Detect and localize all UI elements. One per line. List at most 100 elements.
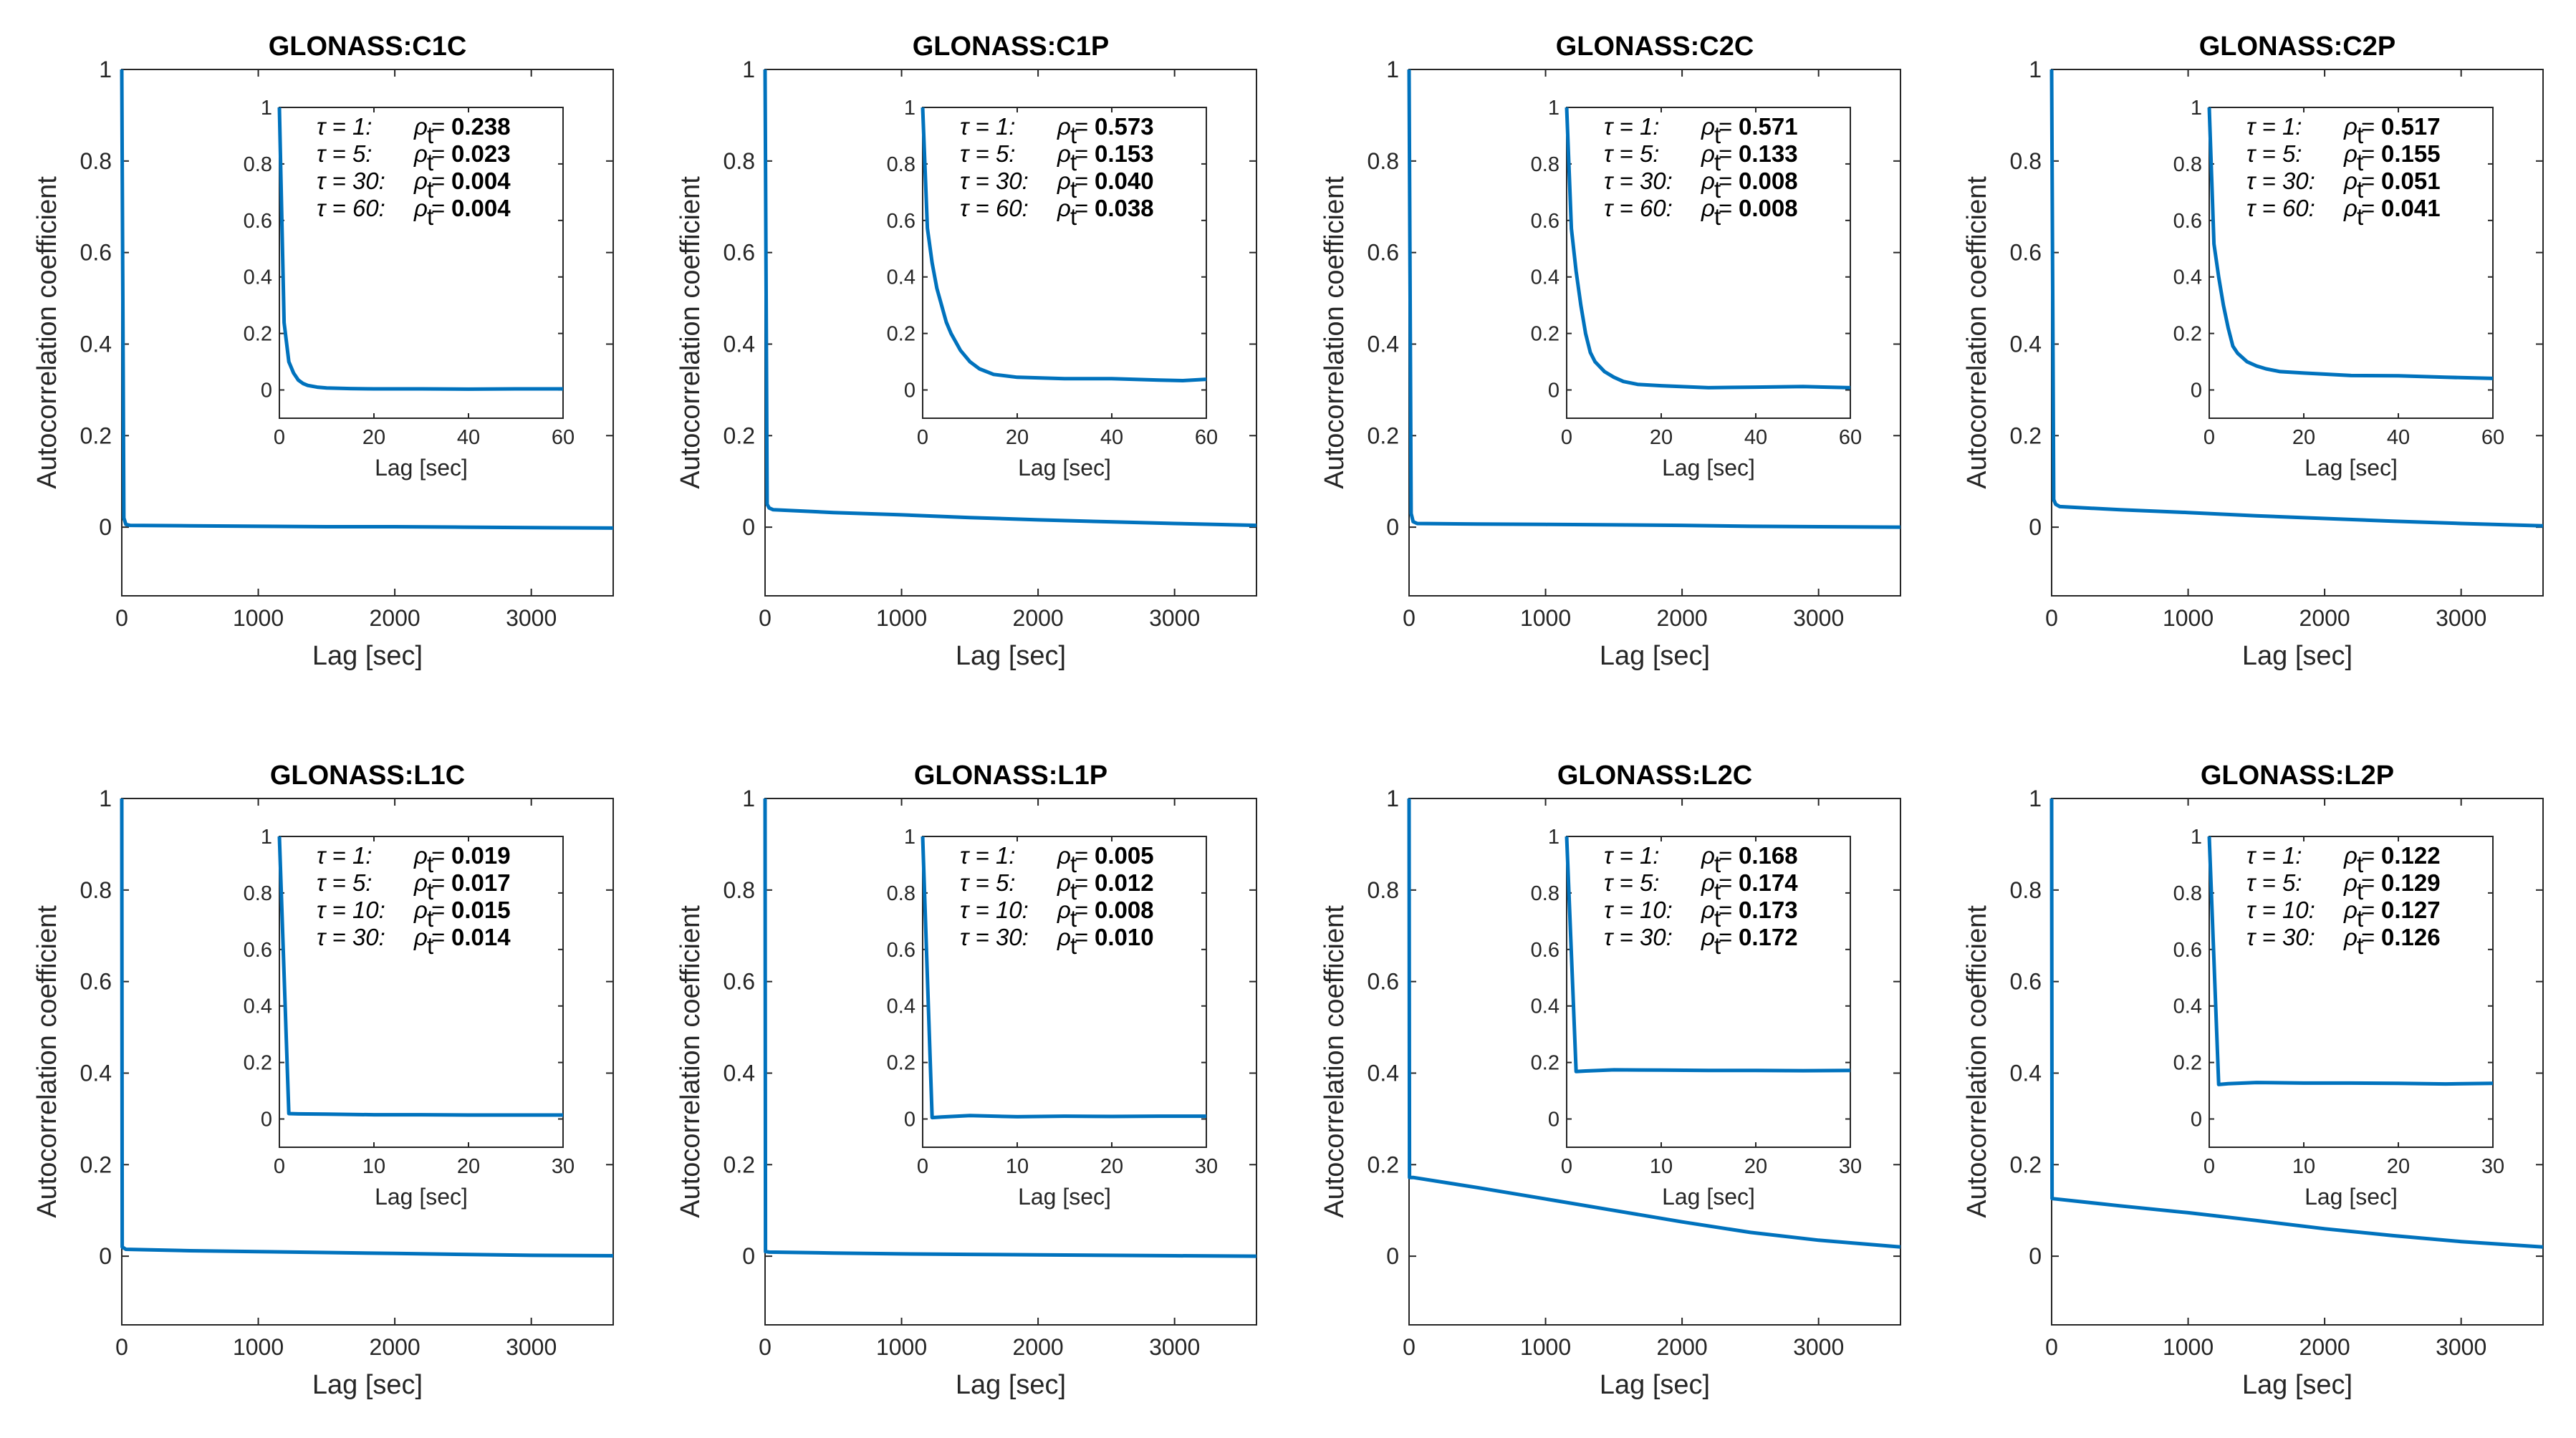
inset-y-tick-label: 0 xyxy=(1548,380,1559,402)
annotation-rho: ρ xyxy=(2343,842,2358,869)
annotation-value: 0.008 xyxy=(1095,897,1154,923)
annotation-rho: ρ xyxy=(1701,897,1715,923)
inset-y-tick-label: 0.8 xyxy=(1531,882,1559,905)
y-tick-label: 0.4 xyxy=(80,1060,112,1086)
annotation-tau: τ = 10: xyxy=(1604,897,1673,923)
annotation-tau: τ = 30: xyxy=(1604,924,1673,950)
x-axis-label: Lag [sec] xyxy=(956,641,1066,671)
annotation-rho: ρ xyxy=(1701,869,1715,896)
y-tick-label: 0.6 xyxy=(724,969,755,995)
y-tick-label: 0.6 xyxy=(80,240,112,266)
annotation-equals: = xyxy=(2361,113,2375,140)
annotation-equals: = xyxy=(1719,924,1732,950)
series-line-0 xyxy=(1407,69,1901,529)
inset-x-axis-label: Lag [sec] xyxy=(1662,455,1755,481)
inset-x-tick-label: 0 xyxy=(274,426,285,449)
inset-y-tick-label: 0.6 xyxy=(244,210,272,233)
annotation-value: 0.155 xyxy=(2381,140,2441,167)
annotation-equals: = xyxy=(431,869,445,896)
inset-y-tick-label: 0 xyxy=(2191,380,2202,402)
inset-y-tick-label: 0.4 xyxy=(1531,995,1559,1018)
annotation-equals: = xyxy=(431,140,445,167)
annotation-rho: ρ xyxy=(1057,195,1071,221)
x-axis-label: Lag [sec] xyxy=(2242,641,2352,671)
y-tick-label: 0.2 xyxy=(724,423,755,448)
inset-y-tick-label: 0 xyxy=(1548,1109,1559,1131)
annotation-tau: τ = 1: xyxy=(2246,113,2302,140)
x-tick-label: 1000 xyxy=(233,1334,284,1360)
annotation-tau: τ = 1: xyxy=(317,842,372,869)
annotation-equals: = xyxy=(431,924,445,950)
inset-y-tick-label: 0.6 xyxy=(887,939,915,962)
inset-y-tick-label: 1 xyxy=(2191,97,2202,120)
y-tick-label: 0.8 xyxy=(80,877,112,903)
annotation-value: 0.122 xyxy=(2381,842,2441,869)
y-tick-label: 0.2 xyxy=(2010,423,2042,448)
annotation-value: 0.517 xyxy=(2381,113,2441,140)
inset-y-tick-label: 1 xyxy=(2191,826,2202,849)
y-tick-label: 0.4 xyxy=(724,1060,755,1086)
inset-x-axis-label: Lag [sec] xyxy=(2305,1184,2398,1210)
annotation-tau: τ = 60: xyxy=(2246,195,2315,221)
inset-y-tick-label: 0.4 xyxy=(887,266,915,289)
inset-x-tick-label: 30 xyxy=(1195,1155,1218,1178)
annotation-tau: τ = 5: xyxy=(1604,869,1659,896)
annotation-tau: τ = 1: xyxy=(1604,842,1659,869)
annotation-tau: τ = 1: xyxy=(960,113,1015,140)
annotation-equals: = xyxy=(1719,140,1732,167)
annotation-value: 0.571 xyxy=(1739,113,1798,140)
plot-title: GLONASS:L1C xyxy=(270,761,465,791)
x-axis-label: Lag [sec] xyxy=(956,1370,1066,1400)
inset-y-tick-label: 0 xyxy=(2191,1109,2202,1131)
series-line-0 xyxy=(2049,798,2544,1249)
annotation-value: 0.126 xyxy=(2381,924,2441,950)
x-tick-label: 3000 xyxy=(1149,605,1200,631)
inset-y-tick-label: 0.8 xyxy=(2173,882,2202,905)
x-tick-label: 1000 xyxy=(2163,605,2214,631)
annotation-equals: = xyxy=(1075,842,1088,869)
inset-series-line xyxy=(921,107,1207,382)
annotation-rho: ρ xyxy=(1701,842,1715,869)
annotation-rho-subscript: t xyxy=(1070,905,1077,932)
annotation-rho-subscript: t xyxy=(427,932,433,959)
inset-y-tick-label: 0.6 xyxy=(2173,939,2202,962)
inset-x-tick-label: 0 xyxy=(2203,426,2215,449)
annotation-rho-subscript: t xyxy=(2357,878,2363,904)
annotation-equals: = xyxy=(431,195,445,221)
inset-y-tick-label: 0.2 xyxy=(244,1052,272,1075)
plot-title: GLONASS:L2P xyxy=(2201,761,2394,791)
x-tick-label: 0 xyxy=(2045,605,2058,631)
x-tick-label: 3000 xyxy=(2436,605,2486,631)
inset-y-tick-label: 0.4 xyxy=(244,995,272,1018)
inset-series-line xyxy=(2207,836,2494,1086)
inset-y-tick-label: 0.2 xyxy=(1531,1052,1559,1075)
annotation-rho-subscript: t xyxy=(427,851,433,877)
annotation-tau: τ = 5: xyxy=(317,869,372,896)
inset-x-tick-label: 0 xyxy=(1561,1155,1572,1178)
annotation-tau: τ = 30: xyxy=(960,168,1029,194)
inset-y-tick-label: 1 xyxy=(1548,826,1559,849)
inset-y-tick-label: 0.4 xyxy=(887,995,915,1018)
inset-series-line xyxy=(921,836,1206,1120)
annotation-tau: τ = 10: xyxy=(960,897,1029,923)
annotation-value: 0.019 xyxy=(451,842,511,869)
inset-x-tick-label: 20 xyxy=(362,426,385,449)
y-axis-label: Autocorrelation coefficient xyxy=(1962,176,1992,489)
y-tick-label: 0 xyxy=(1386,514,1399,540)
annotation-rho: ρ xyxy=(1057,897,1071,923)
annotation-value: 0.010 xyxy=(1095,924,1154,950)
annotation-tau: τ = 10: xyxy=(317,897,385,923)
x-tick-label: 2000 xyxy=(2299,1334,2350,1360)
y-tick-label: 0.8 xyxy=(80,148,112,174)
annotation-equals: = xyxy=(1075,113,1088,140)
annotation-rho-subscript: t xyxy=(1714,932,1721,959)
inset-x-tick-label: 60 xyxy=(1839,426,1862,449)
y-tick-label: 0.4 xyxy=(1368,331,1399,357)
y-tick-label: 1 xyxy=(1386,57,1399,82)
